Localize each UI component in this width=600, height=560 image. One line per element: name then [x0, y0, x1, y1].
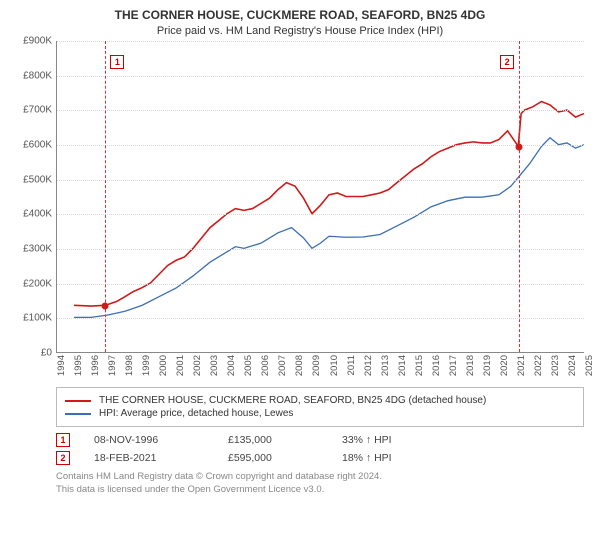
x-axis: 1994 1995 1996 1997 1998 1999 2000 2001 2002 2003… — [56, 353, 584, 381]
y-tick-label: £400K — [23, 209, 52, 220]
transaction-date: 08-NOV-1996 — [94, 434, 204, 446]
gridline — [57, 41, 584, 42]
x-tick-label: 2021 — [516, 355, 527, 376]
transaction-delta: 33% ↑ HPI — [342, 434, 392, 446]
x-tick-label: 2003 — [209, 355, 220, 376]
transaction-index: 1 — [56, 433, 70, 447]
plot-area: 12 — [56, 41, 584, 353]
x-tick-label: 2011 — [346, 355, 357, 375]
x-tick-label: 2025 — [584, 355, 595, 376]
x-tick-label: 2006 — [260, 355, 271, 376]
series-svg — [57, 41, 584, 352]
x-tick-label: 2005 — [243, 355, 254, 376]
x-tick-label: 1994 — [56, 355, 67, 376]
footer-line-1: Contains HM Land Registry data © Crown c… — [56, 471, 588, 484]
x-tick-label: 2000 — [158, 355, 169, 376]
footer-line-2: This data is licensed under the Open Gov… — [56, 484, 588, 497]
legend-label: THE CORNER HOUSE, CUCKMERE ROAD, SEAFORD… — [99, 395, 486, 406]
y-tick-label: £0 — [41, 348, 52, 359]
x-tick-label: 2016 — [431, 355, 442, 376]
x-tick-label: 2001 — [175, 355, 186, 376]
transaction-index: 2 — [56, 451, 70, 465]
x-tick-label: 1997 — [107, 355, 118, 376]
legend-item: HPI: Average price, detached house, Lewe… — [65, 408, 575, 419]
x-tick-label: 2004 — [226, 355, 237, 376]
x-tick-label: 2012 — [363, 355, 374, 376]
x-tick-label: 2002 — [192, 355, 203, 376]
transactions-table: 1 08-NOV-1996 £135,000 33% ↑ HPI 2 18-FEB-202… — [56, 433, 584, 465]
y-tick-label: £500K — [23, 174, 52, 185]
gridline — [57, 318, 584, 319]
transaction-row: 2 18-FEB-2021 £595,000 18% ↑ HPI — [56, 451, 584, 465]
x-tick-label: 1996 — [90, 355, 101, 376]
legend-swatch — [65, 413, 91, 415]
chart-subtitle: Price paid vs. HM Land Registry's House … — [12, 25, 588, 37]
gridline — [57, 180, 584, 181]
annotation-dot — [516, 143, 523, 150]
transaction-price: £595,000 — [228, 452, 318, 464]
gridline — [57, 76, 584, 77]
annotation-vline — [519, 41, 520, 352]
x-tick-label: 2015 — [414, 355, 425, 376]
series-line — [74, 102, 584, 307]
gridline — [57, 145, 584, 146]
footer-attribution: Contains HM Land Registry data © Crown c… — [56, 471, 588, 497]
chart-title: THE CORNER HOUSE, CUCKMERE ROAD, SEAFORD… — [12, 8, 588, 22]
y-tick-label: £200K — [23, 278, 52, 289]
x-tick-label: 2017 — [448, 355, 459, 376]
gridline — [57, 284, 584, 285]
annotation-dot — [102, 303, 109, 310]
annotation-marker: 2 — [500, 55, 514, 69]
x-tick-label: 2007 — [277, 355, 288, 376]
chart-area: £0 £100K £200K £300K £400K £500K £600K £700K £80… — [12, 41, 588, 381]
y-tick-label: £300K — [23, 244, 52, 255]
y-axis: £0£100K£200K£300K£400K£500K£600K£700K£80… — [12, 41, 56, 353]
transaction-date: 18-FEB-2021 — [94, 452, 204, 464]
x-tick-label: 2009 — [311, 355, 322, 376]
x-tick-label: 2019 — [482, 355, 493, 376]
legend-swatch — [65, 400, 91, 402]
transaction-delta: 18% ↑ HPI — [342, 452, 392, 464]
x-tick-label: 2013 — [380, 355, 391, 376]
x-tick-label: 1995 — [73, 355, 84, 376]
x-tick-label: 2024 — [567, 355, 578, 376]
x-tick-label: 2010 — [329, 355, 340, 376]
transaction-row: 1 08-NOV-1996 £135,000 33% ↑ HPI — [56, 433, 584, 447]
x-tick-label: 2008 — [294, 355, 305, 376]
legend-label: HPI: Average price, detached house, Lewe… — [99, 408, 293, 419]
x-tick-label: 1998 — [124, 355, 135, 376]
gridline — [57, 110, 584, 111]
gridline — [57, 214, 584, 215]
x-tick-label: 2022 — [533, 355, 544, 376]
y-tick-label: £100K — [23, 313, 52, 324]
legend-item: THE CORNER HOUSE, CUCKMERE ROAD, SEAFORD… — [65, 395, 575, 406]
y-tick-label: £700K — [23, 105, 52, 116]
x-tick-label: 1999 — [141, 355, 152, 376]
legend: THE CORNER HOUSE, CUCKMERE ROAD, SEAFORD… — [56, 387, 584, 427]
annotation-marker: 1 — [110, 55, 124, 69]
x-tick-label: 2014 — [397, 355, 408, 376]
y-tick-label: £900K — [23, 36, 52, 47]
y-tick-label: £800K — [23, 70, 52, 81]
y-tick-label: £600K — [23, 140, 52, 151]
x-tick-label: 2023 — [550, 355, 561, 376]
transaction-price: £135,000 — [228, 434, 318, 446]
gridline — [57, 249, 584, 250]
series-line — [74, 138, 584, 318]
x-tick-label: 2020 — [499, 355, 510, 376]
x-tick-label: 2018 — [465, 355, 476, 376]
